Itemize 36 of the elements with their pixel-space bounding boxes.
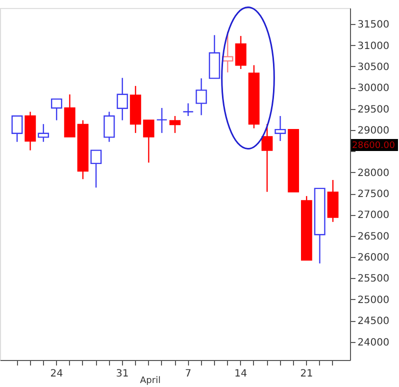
candlestick [116,77,128,121]
candlestick [90,150,102,188]
y-tick-label: 30500 [358,62,390,73]
text: 28600.00 [352,141,396,151]
y-tick-label: 27500 [358,189,390,200]
candlestick [235,35,246,70]
candlestick [196,78,207,116]
candlestick [38,123,50,142]
x-tick-label: 31 [116,368,129,380]
y-tick-label: 25000 [358,294,390,306]
text: April [140,376,161,386]
x-tick-label: 14 [234,368,248,380]
y-tick-label: 31000 [358,40,390,52]
candlestick [143,120,154,164]
y-tick-label: 28000 [358,168,390,179]
x-tick-label: 7 [184,368,192,380]
y-tick-label: 27000 [358,210,390,222]
candlestick [169,115,181,134]
candlestick [12,115,23,142]
y-tick-label: 30000 [358,83,390,94]
x-tick-label: 24 [50,368,63,380]
candlestick [104,111,115,142]
x-tick-label: 21 [300,368,313,380]
y-tick-label: 26000 [358,252,390,264]
y-tick-label: 29500 [358,104,390,116]
candlestick [156,107,168,134]
y-tick-label: 24000 [358,337,390,348]
y-tick-label: 26500 [358,231,390,242]
y-tick-label: 24500 [358,316,390,328]
candlestick [274,115,286,142]
candlestick [50,98,62,121]
y-tick-label: 25500 [358,274,390,285]
candlestick [262,123,273,192]
y-tick-label: 29000 [358,125,390,136]
candlestick [182,102,194,117]
y-tick-label: 31500 [358,20,390,31]
